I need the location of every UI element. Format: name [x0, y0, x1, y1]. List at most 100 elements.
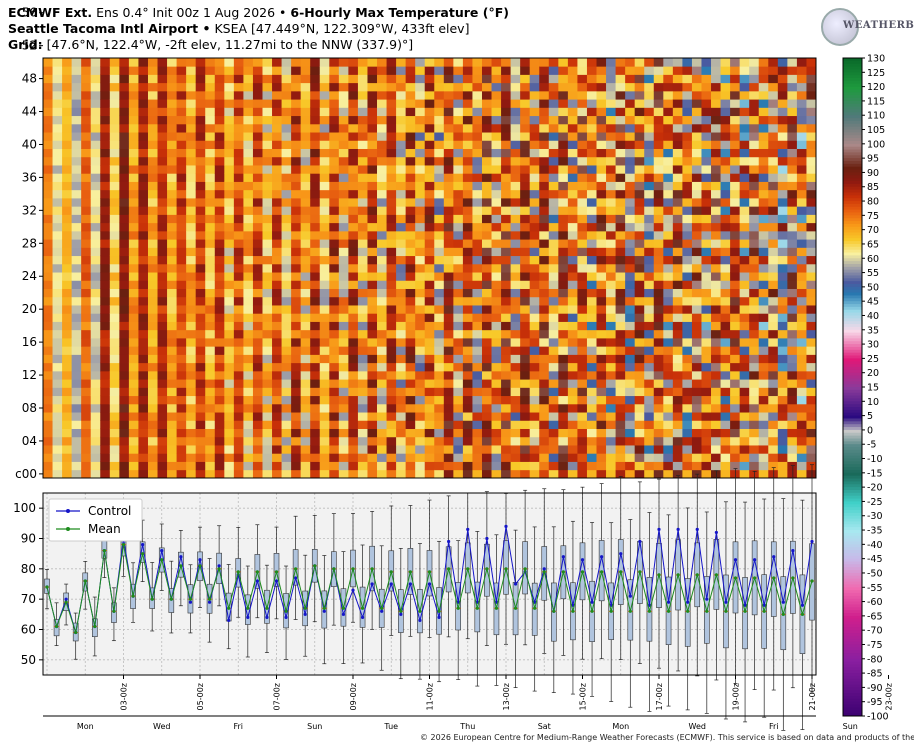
heatmap-cell — [214, 99, 225, 108]
heatmap-cell — [167, 90, 177, 100]
heatmap-cell — [119, 173, 130, 182]
heatmap-cell — [252, 123, 263, 133]
heatmap-cell — [262, 461, 273, 471]
heatmap-cell — [481, 140, 492, 149]
heatmap-cell — [291, 255, 302, 265]
heatmap-cell — [768, 469, 779, 479]
heatmap-cell — [739, 469, 750, 479]
heatmap-cell — [701, 461, 712, 471]
heatmap-cell — [338, 412, 349, 421]
heatmap-cell — [481, 99, 492, 108]
heatmap-cell — [224, 107, 235, 117]
heatmap-cell — [224, 82, 235, 92]
heatmap-cell — [224, 354, 235, 364]
heatmap-cell — [682, 222, 693, 232]
heatmap-cell — [453, 461, 464, 471]
heatmap-cell — [405, 453, 416, 462]
heatmap-cell — [529, 272, 540, 281]
heatmap-cell — [520, 222, 531, 232]
colorbar-tick-label: -30 — [867, 511, 883, 522]
heatmap-cell — [272, 173, 282, 182]
heatmap-cell — [291, 206, 302, 215]
heatmap-cell — [796, 255, 807, 265]
heatmap-cell — [558, 370, 569, 380]
heatmap-cell — [787, 379, 798, 388]
heatmap-cell — [138, 198, 149, 207]
colorbar-swatch — [843, 501, 862, 505]
heatmap-cell — [157, 263, 168, 273]
heatmap-cell — [577, 412, 588, 421]
colorbar-swatch — [843, 638, 862, 643]
heatmap-cell — [233, 247, 244, 257]
heatmap-cell — [558, 428, 569, 438]
heatmap-cell — [672, 329, 683, 339]
heatmap-cell — [90, 445, 101, 454]
heatmap-cell — [672, 288, 683, 298]
heatmap-cell — [596, 74, 607, 84]
heatmap-cell — [672, 280, 683, 289]
heatmap-cell — [262, 329, 273, 339]
heatmap-cell — [71, 403, 82, 413]
heatmap-cell — [462, 338, 473, 347]
heatmap-cell — [272, 395, 282, 405]
heatmap-cell — [510, 370, 521, 380]
heatmap-cell — [644, 74, 655, 84]
colorbar-tick-label: -70 — [867, 626, 883, 637]
heatmap-cell — [644, 247, 655, 257]
heatmap-cell — [100, 90, 111, 100]
heatmap-cell — [62, 461, 73, 471]
heatmap-cell — [625, 214, 636, 224]
heatmap-cell — [548, 321, 559, 331]
heatmap-cell — [777, 66, 788, 75]
heatmap-cell — [510, 123, 521, 133]
heatmap-cell — [357, 173, 368, 182]
heatmap-cell — [396, 428, 407, 438]
heatmap-cell — [567, 82, 578, 92]
colorbar-swatch — [843, 175, 862, 179]
heatmap-cell — [43, 263, 53, 273]
colorbar-tick-label: -80 — [867, 654, 883, 665]
heatmap-cell — [90, 453, 101, 462]
heatmap-cell — [634, 198, 645, 207]
heatmap-cell — [415, 412, 426, 421]
colorbar-swatch — [843, 484, 862, 488]
heatmap-cell — [128, 140, 139, 149]
colorbar-swatch — [843, 678, 862, 683]
heatmap-cell — [415, 395, 426, 405]
heatmap-cell — [233, 58, 244, 67]
heatmap-cell — [758, 280, 769, 289]
heatmap-cell — [510, 461, 521, 471]
heatmap-cell — [348, 206, 359, 215]
heatmap-cell — [672, 263, 683, 273]
heatmap-cell — [233, 403, 244, 413]
heatmap-cell — [329, 230, 340, 240]
heatmap-cell — [224, 428, 235, 438]
heatmap-cell — [586, 403, 597, 413]
heatmap-cell — [424, 305, 435, 314]
heatmap-cell — [777, 379, 788, 388]
heatmap-cell — [338, 132, 349, 141]
heatmap-cell — [501, 395, 512, 405]
heatmap-cell — [167, 165, 177, 174]
heatmap-cell — [167, 370, 177, 380]
heatmap-cell — [291, 305, 302, 314]
heatmap-cell — [796, 412, 807, 421]
heatmap-cell — [109, 148, 120, 158]
heatmap-cell — [252, 189, 263, 199]
heatmap-cell — [147, 453, 158, 462]
heatmap-cell — [195, 428, 206, 438]
heatmap-cell — [233, 148, 244, 158]
heatmap-cell — [730, 247, 741, 257]
heatmap-cell — [548, 461, 559, 471]
heatmap-cell — [348, 173, 359, 182]
heatmap-cell — [348, 198, 359, 207]
heatmap-cell — [329, 90, 340, 100]
heatmap-cell — [653, 428, 664, 438]
heatmap-cell — [405, 346, 416, 355]
heatmap-cell — [462, 263, 473, 273]
heatmap-cell — [567, 379, 578, 388]
heatmap-cell — [272, 263, 282, 273]
heatmap-cell — [653, 288, 664, 298]
heatmap-cell — [472, 321, 483, 331]
heatmap-cell — [711, 247, 721, 257]
